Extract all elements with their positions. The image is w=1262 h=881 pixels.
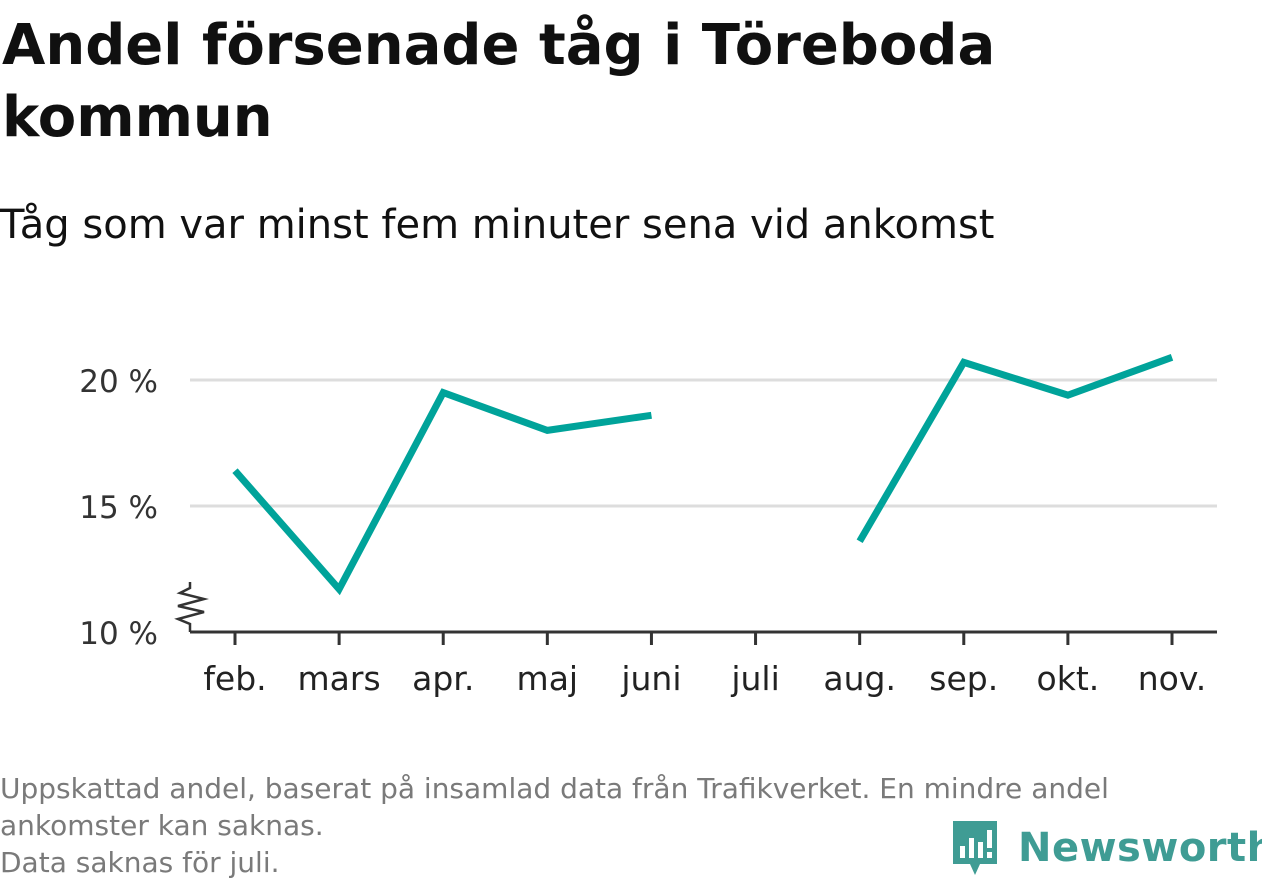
x-axis-ticks: feb. mars apr. maj juni juli aug. sep. okt. nov. <box>203 632 1206 698</box>
x-tick-label: mars <box>298 659 381 698</box>
series-line-segment <box>232 388 652 596</box>
bar-chart-speech-bubble-icon <box>953 821 997 875</box>
y-axis-ticks: 10 % 15 % 20 % <box>79 364 158 652</box>
logo-text: Newsworthy <box>1018 825 1262 871</box>
grid-lines <box>190 378 1217 508</box>
series-lines <box>232 354 1174 596</box>
chart-title: Andel försenade tåg i Töreboda kommun <box>2 13 996 150</box>
x-tick-label: okt. <box>1037 659 1100 698</box>
x-tick-label: juli <box>730 659 779 698</box>
x-tick-label: sep. <box>929 659 998 698</box>
footnote-line-3: Data saknas för juli. <box>0 846 280 879</box>
series-line-segment <box>856 354 1174 544</box>
x-tick-label: aug. <box>823 659 896 698</box>
y-axis-break-icon <box>174 582 209 632</box>
newsworthy-logo: Newsworthy <box>950 818 1262 878</box>
x-tick-label: feb. <box>203 659 266 698</box>
footnote-line-2: ankomster kan saknas. <box>0 809 324 842</box>
y-tick-label: 10 % <box>79 616 158 652</box>
chart-subtitle: Tåg som var minst fem minuter sena vid a… <box>0 202 995 248</box>
x-tick-label: apr. <box>412 659 474 698</box>
x-tick-label: nov. <box>1138 659 1207 698</box>
y-tick-label: 15 % <box>79 490 158 526</box>
x-tick-label: juni <box>620 659 681 698</box>
y-tick-label: 20 % <box>79 364 158 400</box>
footnote-line-1: Uppskattad andel, baserat på insamlad da… <box>0 772 1109 805</box>
x-tick-label: maj <box>517 659 579 698</box>
x-axis <box>174 582 1217 634</box>
footnote: Uppskattad andel, baserat på insamlad da… <box>0 770 1250 881</box>
